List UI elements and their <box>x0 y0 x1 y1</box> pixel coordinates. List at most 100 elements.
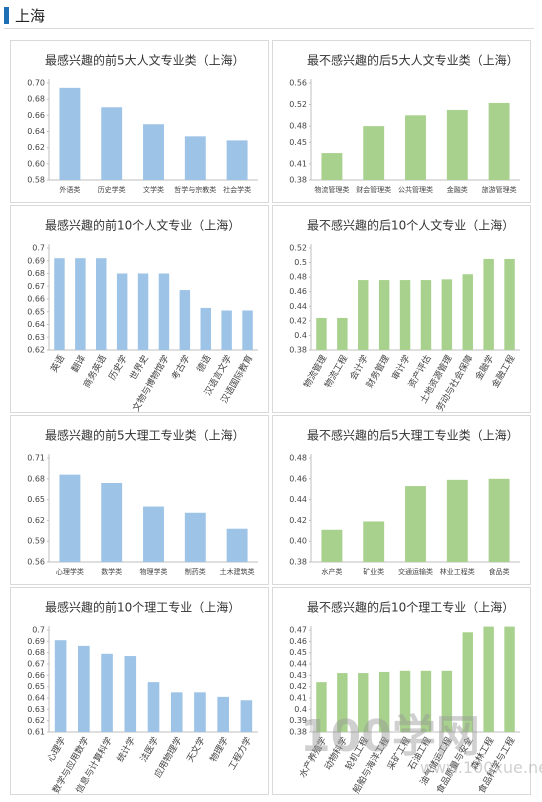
bar <box>316 317 327 350</box>
y-tick-label: 0.58 <box>27 176 45 185</box>
bar <box>226 528 248 562</box>
y-tick-label: 0.39 <box>289 716 307 725</box>
y-tick-label: 0.44 <box>289 660 307 669</box>
bar <box>116 273 128 350</box>
x-tick-label: 金融类 <box>447 185 468 194</box>
x-tick-label: 德语 <box>194 353 213 375</box>
y-tick-label: 0.61 <box>27 728 45 737</box>
header-mark <box>4 7 9 24</box>
chart-title: 最不感兴趣的后10个理工专业（上海） <box>307 600 514 615</box>
section-header: 上海 <box>4 4 534 29</box>
y-tick-label: 0.64 <box>27 127 45 136</box>
x-tick-label: 物理学 <box>207 735 231 764</box>
chart-panel: 最感兴趣的前10个人文专业（上海） 0.62 0.63 0.64 0.65 0.66 0.6… <box>10 205 269 413</box>
bar <box>483 258 494 350</box>
bar <box>321 529 343 562</box>
y-tick-label: 0.59 <box>27 537 45 546</box>
x-tick-label: 统计学 <box>114 735 138 764</box>
y-tick-label: 0.66 <box>27 295 45 304</box>
x-tick-label: 历史学类 <box>98 185 126 194</box>
bar <box>200 307 211 350</box>
y-tick-label: 0.48 <box>289 273 307 282</box>
y-tick-label: 0.65 <box>27 682 45 691</box>
chart: 最不感兴趣的后10个理工专业（上海） 0.38 0.39 0.4 0.41 0.42 0.4… <box>289 600 520 794</box>
x-tick-label: 法医学 <box>137 735 161 764</box>
y-tick-label: 0.42 <box>289 682 307 691</box>
y-tick-label: 0.38 <box>289 558 307 567</box>
bar <box>363 521 385 562</box>
chart: 最感兴趣的前5大人文专业类（上海） 0.58 0.60 0.62 0.64 0.66 0.6… <box>27 53 258 194</box>
y-tick-label: 0.48 <box>289 122 307 131</box>
chart-panel: 最感兴趣的前5大理工专业类（上海） 0.56 0.59 0.62 0.65 0.68 0.7… <box>10 415 269 585</box>
y-tick-label: 0.67 <box>27 282 45 291</box>
y-tick-label: 0.65 <box>27 307 45 316</box>
y-tick-label: 0.46 <box>289 637 307 646</box>
x-tick-label: 食品类 <box>489 567 510 576</box>
x-tick-label: 水产养殖学 <box>296 735 329 780</box>
bar <box>54 258 65 350</box>
x-tick-label: 英语 <box>48 353 67 375</box>
bar <box>446 109 468 180</box>
chart-panel: 最不感兴趣的后10个理工专业（上海） 0.38 0.39 0.4 0.41 0.42 0.4… <box>272 587 531 795</box>
chart-panel: 最不感兴趣的后5大理工专业类（上海） 0.38 0.40 0.42 0.44 0.46 0.… <box>272 415 531 585</box>
chart-panel: 最不感兴趣的后10个人文专业（上海） 0.38 0.4 0.42 0.44 0.46 0.4… <box>272 205 531 413</box>
bar <box>124 656 137 732</box>
x-tick-label: 土木建筑类 <box>220 567 255 576</box>
y-tick-label: 0.46 <box>289 287 307 296</box>
bar <box>378 280 390 350</box>
y-tick-label: 0.68 <box>27 474 45 483</box>
y-tick-label: 0.4 <box>294 331 307 340</box>
y-tick-label: 0.64 <box>27 320 45 329</box>
x-tick-label: 心理学 <box>44 735 68 764</box>
chart: 最不感兴趣的后5大理工专业类（上海） 0.38 0.40 0.42 0.44 0.46 0.… <box>289 428 520 576</box>
bar <box>59 87 81 180</box>
y-tick-label: 0.41 <box>289 159 307 168</box>
chart: 最不感兴趣的后10个人文专业（上海） 0.38 0.4 0.42 0.44 0.46 0.4… <box>289 218 520 412</box>
y-tick-label: 0.42 <box>289 316 307 325</box>
x-tick-label: 天文学 <box>184 735 208 764</box>
x-tick-label: 水产类 <box>321 567 342 576</box>
y-tick-label: 0.7 <box>32 626 45 635</box>
y-tick-label: 0.4 <box>294 705 307 714</box>
x-tick-label: 旅游管理类 <box>482 185 517 194</box>
chart-title: 最不感兴趣的后5大理工专业类（上海） <box>307 428 519 443</box>
bar <box>504 258 515 350</box>
y-tick-label: 0.62 <box>27 346 45 355</box>
x-tick-label: 考古学 <box>169 353 193 382</box>
y-tick-label: 0.44 <box>289 495 307 504</box>
bar <box>147 682 160 732</box>
bar <box>217 696 229 732</box>
y-tick-label: 0.64 <box>27 694 45 703</box>
y-tick-label: 0.62 <box>27 516 45 525</box>
y-tick-label: 0.66 <box>27 671 45 680</box>
y-tick-label: 0.65 <box>27 495 45 504</box>
y-tick-label: 0.7 <box>32 244 45 253</box>
y-tick-label: 0.62 <box>27 716 45 725</box>
x-tick-label: 数学类 <box>101 567 122 576</box>
bar <box>226 140 248 180</box>
chart-title: 最不感兴趣的后5大人文专业类（上海） <box>307 53 519 68</box>
x-tick-label: 物理学类 <box>140 567 168 576</box>
bar <box>143 506 164 562</box>
chart-panel: 最感兴趣的前10个理工专业（上海） 0.61 0.62 0.63 0.64 0.65 0.6… <box>10 587 269 795</box>
y-tick-label: 0.44 <box>289 302 307 311</box>
x-tick-label: 财会管理类 <box>356 185 391 194</box>
x-tick-label: 外语类 <box>59 185 80 194</box>
y-tick-label: 0.71 <box>27 454 45 463</box>
bar <box>441 670 453 732</box>
x-tick-label: 交通运输类 <box>398 567 433 576</box>
y-tick-label: 0.69 <box>27 256 45 265</box>
chart-title: 最不感兴趣的后10个人文专业（上海） <box>307 218 514 233</box>
bar <box>337 317 348 350</box>
bar <box>101 107 123 180</box>
y-tick-label: 0.38 <box>289 346 307 355</box>
x-tick-label: 翻译 <box>70 353 89 374</box>
y-tick-label: 0.47 <box>289 626 307 635</box>
bar <box>143 124 164 180</box>
y-tick-label: 0.45 <box>289 138 307 147</box>
chart-title: 最感兴趣的前5大理工专业类（上海） <box>45 428 245 443</box>
header-title: 上海 <box>15 7 46 25</box>
y-tick-label: 0.45 <box>289 648 307 657</box>
chart: 最不感兴趣的后5大人文专业类（上海） 0.38 0.41 0.45 0.48 0.52 0.… <box>289 53 520 194</box>
chart-title: 最感兴趣的前5大人文专业类（上海） <box>45 53 245 68</box>
